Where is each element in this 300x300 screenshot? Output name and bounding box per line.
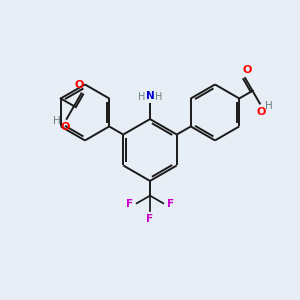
Text: F: F (167, 200, 174, 209)
Text: H: H (154, 92, 162, 102)
Text: O: O (242, 65, 252, 75)
Text: O: O (61, 122, 70, 132)
Text: F: F (126, 200, 133, 209)
Text: H: H (138, 92, 146, 102)
Text: O: O (75, 80, 84, 90)
Text: O: O (256, 106, 266, 116)
Text: H: H (53, 116, 61, 126)
Text: F: F (146, 214, 154, 224)
Text: H: H (266, 101, 273, 111)
Text: N: N (146, 92, 154, 101)
